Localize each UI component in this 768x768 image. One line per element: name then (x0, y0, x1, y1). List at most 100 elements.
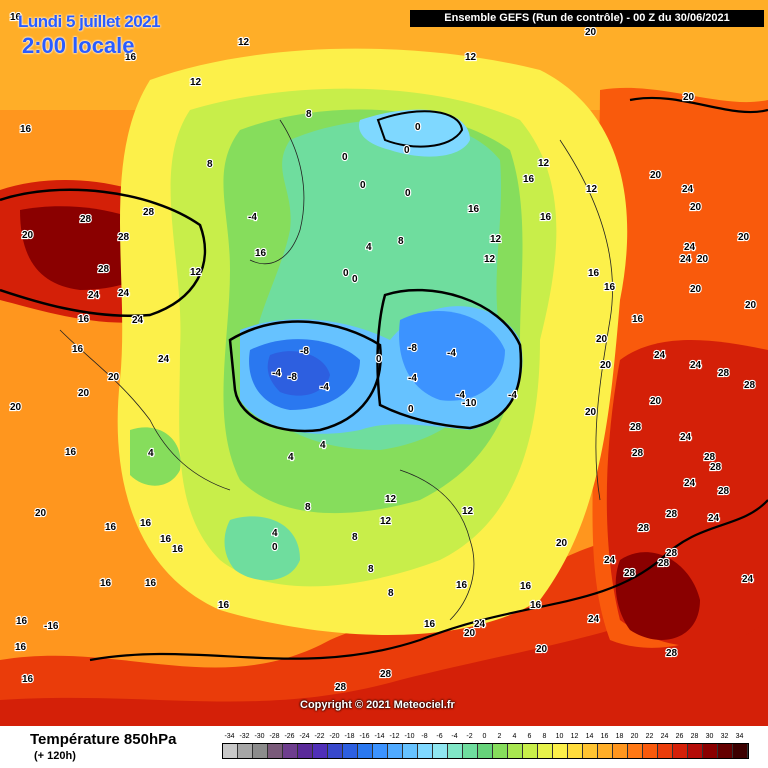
isotherm-label: 16 (523, 174, 535, 185)
scale-swatch (583, 744, 598, 758)
green-pocket-west (130, 427, 181, 486)
isotherm-label: 12 (190, 77, 202, 88)
isotherm-label: 28 (718, 486, 730, 497)
isotherm-label: 16 (520, 581, 532, 592)
isotherm-label: 20 (464, 628, 476, 639)
contour-zero-north (376, 110, 464, 148)
isotherm-label: 16 (456, 580, 468, 591)
scale-tick-label: -6 (436, 733, 443, 740)
isotherm-label: 16 (22, 674, 34, 685)
isotherm-label: 28 (744, 380, 756, 391)
isotherm-label: 28 (98, 264, 110, 275)
isotherm-label: 28 (666, 548, 678, 559)
scale-tick-label: -32 (239, 733, 250, 740)
isotherm-label: 28 (630, 422, 642, 433)
isotherm-label: 28 (710, 462, 722, 473)
scale-tick-label: -24 (299, 733, 310, 740)
isotherm-label: 24 (684, 242, 696, 253)
scale-tick-label: 28 (690, 733, 699, 740)
scale-tick-label: 10 (555, 733, 564, 740)
isotherm-label: 8 (352, 532, 358, 543)
scale-swatch (253, 744, 268, 758)
isotherm-label: 20 (585, 407, 597, 418)
isotherm-label: 24 (158, 354, 170, 365)
isotherm-label: 16 (468, 204, 480, 215)
isotherm-label: 12 (538, 158, 550, 169)
isotherm-label: 28 (118, 232, 130, 243)
scale-tick-label: 16 (600, 733, 609, 740)
isotherm-label: 24 (88, 290, 100, 301)
isotherm-label: 8 (368, 564, 374, 575)
isotherm-label: 0 (342, 152, 348, 163)
scale-swatch (463, 744, 478, 758)
scale-swatch (718, 744, 733, 758)
isotherm-label: 16 (15, 642, 27, 653)
scale-tick-label: 24 (660, 733, 669, 740)
isotherm-label: 0 (352, 274, 358, 285)
scale-swatch (553, 744, 568, 758)
scale-swatch (313, 744, 328, 758)
isotherm-label: 16 (604, 282, 616, 293)
coastline-north-america (59, 329, 231, 491)
isotherm-label: 28 (704, 452, 716, 463)
isotherm-label: 20 (585, 27, 597, 38)
isotherm-label: -8 (300, 346, 309, 357)
isotherm-label: -4 (272, 368, 281, 379)
isotherm-label: 20 (650, 170, 662, 181)
isotherm-label: -10 (462, 398, 477, 409)
isotherm-label: 8 (207, 159, 213, 170)
color-scale-bar (222, 743, 749, 759)
isotherm-label: 16 (100, 578, 112, 589)
scale-tick-label: -20 (329, 733, 340, 740)
isotherm-label: 4 (366, 242, 372, 253)
cold-core-east (399, 311, 505, 401)
isotherm-label: 0 (408, 404, 414, 415)
isotherm-label: 20 (690, 202, 702, 213)
isotherm-label: -4 (408, 373, 417, 384)
scale-swatch (643, 744, 658, 758)
isotherm-label: -4 (248, 212, 257, 223)
scale-tick-label: 14 (585, 733, 594, 740)
isotherm-label: 20 (10, 402, 22, 413)
copyright-notice: Copyright © 2021 Meteociel.fr (300, 699, 455, 711)
scale-swatch (403, 744, 418, 758)
scale-swatch (538, 744, 553, 758)
scale-swatch (268, 744, 283, 758)
scale-tick-label: -22 (314, 733, 325, 740)
isotherm-label: 8 (305, 502, 311, 513)
isotherm-label: 20 (683, 92, 695, 103)
isotherm-value-labels: 1616121612122020202020202020282828282424… (9, 11, 758, 694)
isotherm-label: -4 (320, 382, 329, 393)
isotherm-label: 28 (666, 648, 678, 659)
scale-tick-label: 6 (527, 733, 532, 740)
isotherm-label: 16 (65, 447, 77, 458)
scale-tick-label: 22 (645, 733, 654, 740)
scale-tick-label: 20 (630, 733, 639, 740)
isotherm-label: 20 (650, 396, 662, 407)
scale-tick-label: -10 (404, 733, 415, 740)
isotherm-label: 12 (462, 506, 474, 517)
scale-tick-label: 8 (542, 733, 547, 740)
isotherm-label: 16 (160, 534, 172, 545)
scale-swatch (508, 744, 523, 758)
isotherm-label: -4 (456, 390, 465, 401)
isotherm-label: 24 (680, 432, 692, 443)
scale-tick-label: -8 (421, 733, 428, 740)
contour-hot-south (89, 499, 768, 662)
isotherm-label: 24 (132, 315, 144, 326)
scale-tick-label: -30 (254, 733, 265, 740)
isotherm-label: 8 (398, 236, 404, 247)
isotherm-label: 28 (335, 682, 347, 693)
isotherm-label: 20 (536, 644, 548, 655)
isotherm-label: 12 (238, 37, 250, 48)
isotherm-label: 24 (742, 574, 754, 585)
scale-tick-label: 34 (735, 733, 744, 740)
isotherm-label: 16 (255, 248, 267, 259)
scale-swatch (418, 744, 433, 758)
scale-tick-label: -16 (359, 733, 370, 740)
isotherm-label: 0 (405, 188, 411, 199)
isotherm-label: 0 (272, 542, 278, 553)
isotherm-label: 4 (320, 440, 326, 451)
isotherm-label: 4 (288, 452, 294, 463)
isotherm-label: -8 (408, 343, 417, 354)
